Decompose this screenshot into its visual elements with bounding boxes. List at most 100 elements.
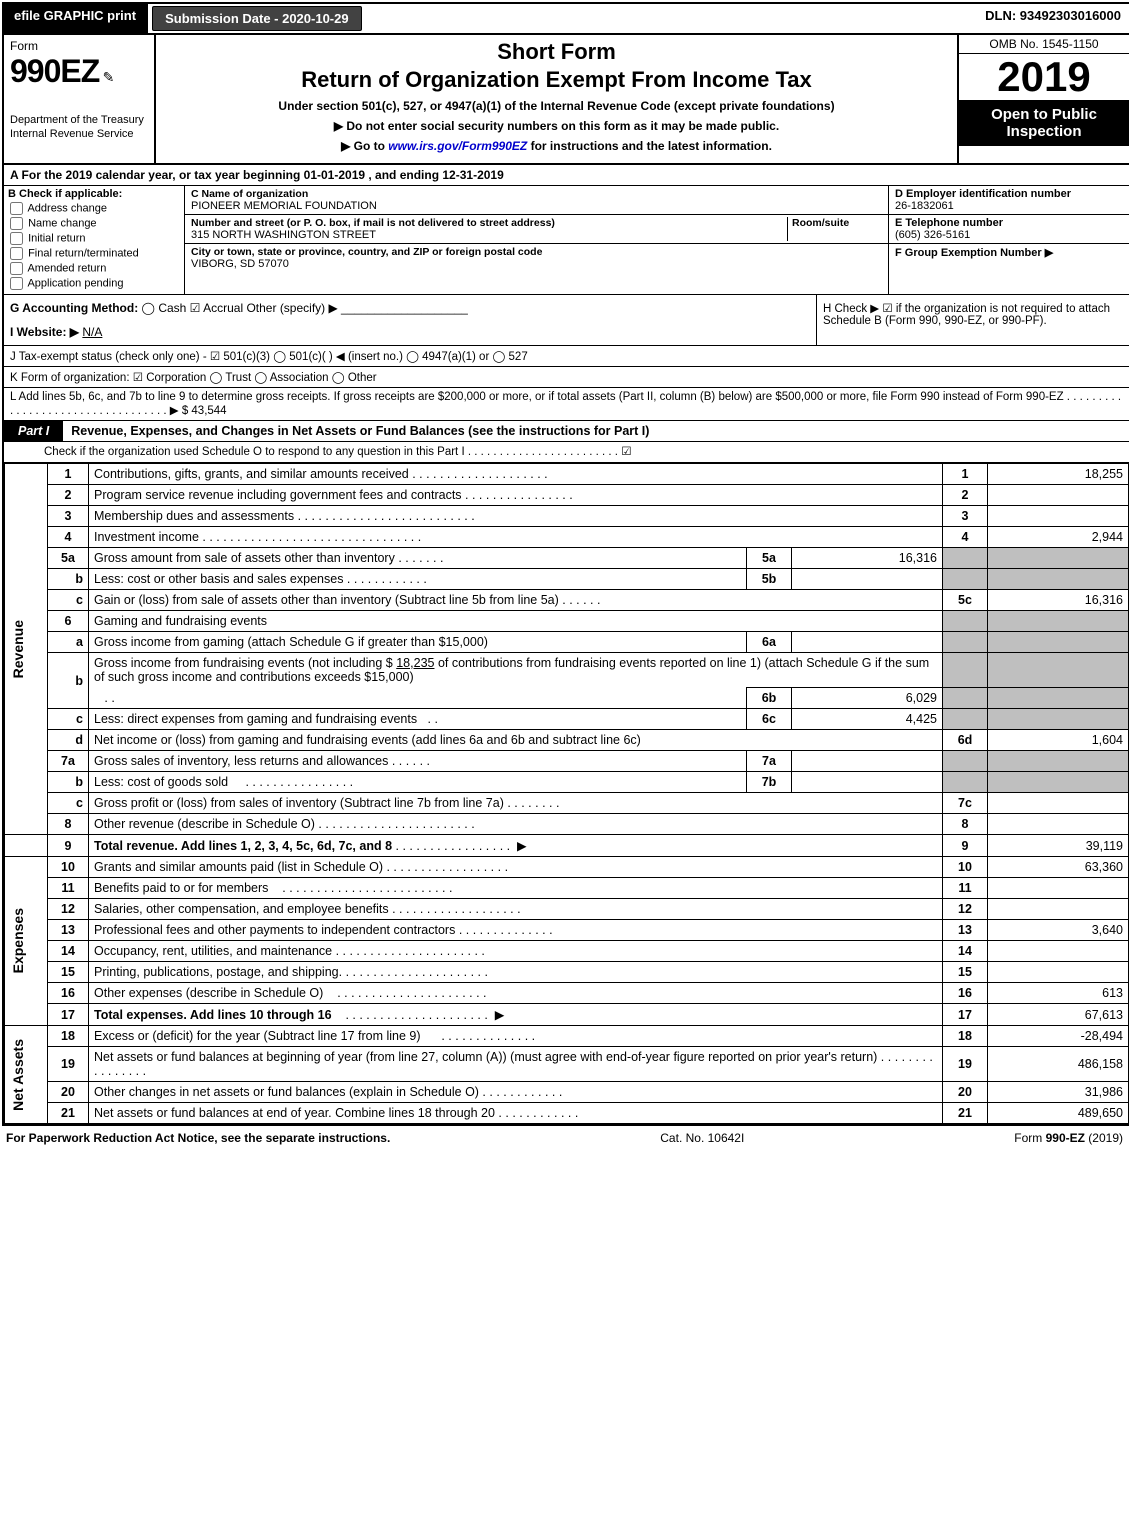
form-id-cell: Form 990EZ ✎ Department of the Treasury … [4,35,156,163]
footer-left: For Paperwork Reduction Act Notice, see … [6,1131,390,1145]
short-form-title: Short Form [166,39,947,65]
line-6c-desc: Less: direct expenses from gaming and fu… [89,709,747,730]
line-12-desc: Salaries, other compensation, and employ… [89,899,943,920]
department-label: Department of the Treasury [10,114,148,126]
line-1-amount: 18,255 [988,464,1129,485]
line-6-desc: Gaming and fundraising events [89,611,943,632]
line-10-amount: 63,360 [988,857,1129,878]
line-7b-label: 7b [747,772,792,793]
line-5a-shade [943,548,988,569]
line-7c-desc: Gross profit or (loss) from sales of inv… [89,793,943,814]
line-3-desc: Membership dues and assessments . . . . … [89,506,943,527]
j-tax-exempt: J Tax-exempt status (check only one) - ☑… [4,346,1129,367]
line-6c-amount: 4,425 [792,709,943,730]
box-b-column: B Check if applicable: Address change Na… [4,186,185,294]
chk-amended-return[interactable]: Amended return [8,262,180,275]
line-17-desc: Total expenses. Add lines 10 through 16 … [89,1004,943,1026]
line-19-num: 19 [943,1047,988,1082]
line-6a-desc: Gross income from gaming (attach Schedul… [89,632,747,653]
line-6a-amount [792,632,943,653]
line-6b-label: 6b [747,688,792,709]
period-line: A For the 2019 calendar year, or tax yea… [4,165,1129,186]
schedule-o-check: Check if the organization used Schedule … [4,442,1129,463]
footer-mid: Cat. No. 10642I [660,1131,744,1145]
line-1-no: 1 [48,464,89,485]
g-h-row: G Accounting Method: ◯ Cash ☑ Accrual Ot… [4,295,1129,346]
l-amount: $ 43,544 [182,405,227,417]
title-cell: Short Form Return of Organization Exempt… [156,35,959,163]
line-2-num: 2 [943,485,988,506]
line-20-desc: Other changes in net assets or fund bala… [89,1082,943,1103]
line-1-num: 1 [943,464,988,485]
dln-label: DLN: 93492303016000 [977,4,1129,33]
footer: For Paperwork Reduction Act Notice, see … [0,1128,1129,1148]
part-1-title: Revenue, Expenses, and Changes in Net As… [71,424,649,438]
irs-link[interactable]: www.irs.gov/Form990EZ [388,139,527,153]
part-1-label: Part I [4,421,63,441]
chk-final-return[interactable]: Final return/terminated [8,247,180,260]
line-4-amount: 2,944 [988,527,1129,548]
line-5b-desc: Less: cost or other basis and sales expe… [89,569,747,590]
ein-value: 26-1832061 [895,200,954,212]
open-to-public: Open to Public Inspection [959,100,1129,146]
org-name: PIONEER MEMORIAL FOUNDATION [191,200,377,212]
c-label: C Name of organization [191,188,308,200]
line-8-desc: Other revenue (describe in Schedule O) .… [89,814,943,835]
line-13-amount: 3,640 [988,920,1129,941]
line-6b-amount: 6,029 [792,688,943,709]
line-8-amount [988,814,1129,835]
phone-value: (605) 326-5161 [895,229,970,241]
line-13-num: 13 [943,920,988,941]
line-12-amount [988,899,1129,920]
line-10-num: 10 [943,857,988,878]
city-label: City or town, state or province, country… [191,246,542,258]
street-label: Number and street (or P. O. box, if mail… [191,217,555,229]
irs-label: Internal Revenue Service [10,128,134,140]
e-label: E Telephone number [895,217,1003,229]
line-11-desc: Benefits paid to or for members . . . . … [89,878,943,899]
k-form-of-org: K Form of organization: ☑ Corporation ◯ … [4,367,1129,388]
line-6b-desc: Gross income from fundraising events (no… [89,653,943,688]
line-4-desc: Investment income . . . . . . . . . . . … [89,527,943,548]
lines-table: Revenue 1 Contributions, gifts, grants, … [4,463,1129,1124]
l-gross-receipts: L Add lines 5b, 6c, and 7b to line 9 to … [4,388,1129,421]
line-6d-desc: Net income or (loss) from gaming and fun… [89,730,943,751]
line-3-amount [988,506,1129,527]
box-b-title: B Check if applicable: [8,188,122,200]
f-label: F Group Exemption Number ▶ [895,247,1053,259]
line-15-num: 15 [943,962,988,983]
expenses-side-label: Expenses [5,857,48,1026]
part-1-header: Part I Revenue, Expenses, and Changes in… [4,421,1129,442]
chk-initial-return[interactable]: Initial return [8,232,180,245]
line-6c-label: 6c [747,709,792,730]
main-title: Return of Organization Exempt From Incom… [166,67,947,93]
line-5b-amount [792,569,943,590]
efile-print-button[interactable]: efile GRAPHIC print [4,4,148,33]
line-7a-amount [792,751,943,772]
chk-name-change[interactable]: Name change [8,217,180,230]
chk-cash[interactable]: ◯ Cash [142,301,187,315]
room-label: Room/suite [792,217,849,229]
line-18-num: 18 [943,1026,988,1047]
g-other[interactable]: Other (specify) ▶ [246,301,337,315]
submission-date-button[interactable]: Submission Date - 2020-10-29 [152,6,362,31]
line-2-amount [988,485,1129,506]
line-5a-shade2 [988,548,1129,569]
chk-accrual[interactable]: ☑ Accrual [190,301,243,315]
line-8-num: 8 [943,814,988,835]
website-value: N/A [82,325,102,339]
line-21-desc: Net assets or fund balances at end of ye… [89,1103,943,1124]
line-4-num: 4 [943,527,988,548]
line-5c-num: 5c [943,590,988,611]
line-7a-label: 7a [747,751,792,772]
line-21-amount: 489,650 [988,1103,1129,1124]
chk-application-pending[interactable]: Application pending [8,277,180,290]
line-1-desc: Contributions, gifts, grants, and simila… [89,464,943,485]
line-7b-amount [792,772,943,793]
line-7a-desc: Gross sales of inventory, less returns a… [89,751,747,772]
netassets-side-label: Net Assets [5,1026,48,1124]
line-20-num: 20 [943,1082,988,1103]
footer-right: Form 990-EZ (2019) [1014,1131,1123,1145]
chk-address-change[interactable]: Address change [8,202,180,215]
revenue-side-label: Revenue [5,464,48,835]
